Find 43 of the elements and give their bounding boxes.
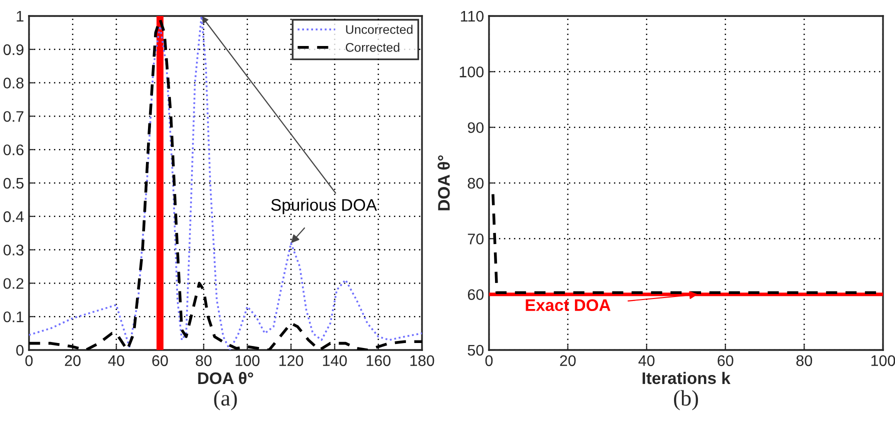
x-tick-label: 0	[25, 355, 33, 366]
y-tick-label: 50	[468, 344, 484, 356]
x-tick-label: 80	[796, 355, 812, 366]
x-tick-label: 40	[108, 355, 124, 366]
y-tick-label: 110	[460, 10, 484, 22]
y-tick-label: 0.6	[4, 144, 24, 156]
annotation: Spurious DOA	[271, 198, 377, 214]
x-tick-label: 160	[366, 355, 390, 366]
x-tick-label: 60	[718, 355, 734, 366]
x-tick-label: 100	[236, 355, 260, 366]
x-tick-label: 140	[323, 355, 347, 366]
x-axis-title: DOA θ°	[198, 372, 254, 384]
annotation: Exact DOA	[526, 299, 610, 312]
x-tick-label: 0	[485, 355, 493, 366]
y-tick-label: 0.8	[4, 78, 24, 88]
y-tick-label: 90	[468, 122, 484, 134]
y-tick-label: 0.4	[4, 211, 24, 222]
legend-label: Uncorrected	[346, 24, 412, 34]
y-tick-label: 0	[16, 344, 24, 356]
x-tick-label: 80	[196, 355, 212, 366]
x-tick-label: 60	[152, 355, 168, 366]
x-tick-label: 120	[279, 355, 304, 366]
y-tick-label: 1	[16, 11, 24, 22]
y-tick-label: 100	[460, 66, 484, 78]
y-axis-title: DOA θ°	[438, 155, 450, 210]
y-tick-label: 0.2	[4, 278, 24, 289]
y-tick-label: 0.1	[4, 311, 24, 322]
x-tick-label: 20	[560, 355, 576, 366]
y-tick-label: 70	[468, 234, 484, 244]
y-tick-label: 0.3	[4, 244, 24, 256]
x-tick-label: 20	[64, 355, 81, 366]
text: (a)	[214, 390, 237, 410]
x-axis-title: Iterations k	[642, 372, 730, 384]
y-tick-label: 60	[468, 289, 484, 300]
y-tick-label: 0.5	[4, 178, 24, 189]
x-tick-label: 180	[410, 355, 434, 366]
x-tick-label: 100	[871, 355, 895, 366]
text: (b)	[674, 390, 698, 410]
x-tick-label: 40	[638, 355, 654, 366]
y-tick-label: 0.9	[4, 44, 24, 56]
y-tick-label: 0.7	[4, 111, 24, 122]
legend-label: Corrected	[346, 42, 400, 52]
y-tick-label: 80	[468, 178, 484, 189]
